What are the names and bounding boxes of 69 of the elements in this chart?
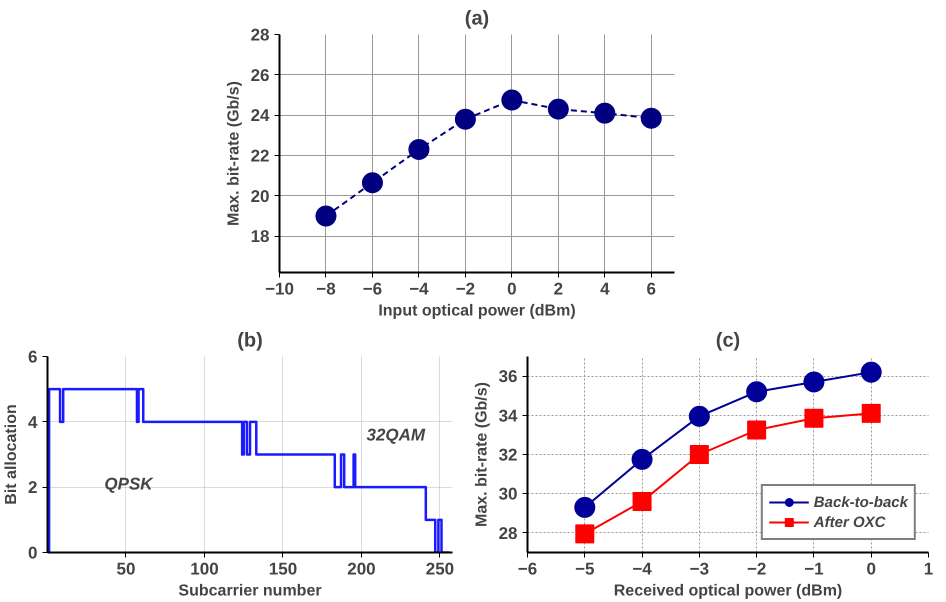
chart-title: (a) [464,8,490,30]
y-tick-label: 24 [250,106,270,126]
point [803,372,824,392]
point [594,102,616,124]
x-axis-title: Received optical power (dBm) [614,582,842,600]
y-tick-label: 26 [250,66,270,85]
x-tick-label: −6 [518,560,538,578]
x-tick-label: −4 [632,560,652,578]
x-tick-label: −1 [804,560,824,578]
x-tick-label: 4 [600,280,610,298]
point [804,408,824,428]
x-tick-label: −6 [362,280,382,298]
y-tick-label: 18 [250,227,270,246]
point [501,90,522,111]
point [362,172,383,194]
annotation: QPSK [104,474,154,494]
y-tick-label: 2 [28,478,38,498]
x-tick-label: −8 [316,280,336,298]
x-axis-title: Input optical power (dBm) [378,302,576,320]
y-tick-label: 32 [498,446,518,464]
x-tick-label: −5 [575,560,594,578]
x-tick-label: 6 [646,280,656,298]
point [860,362,882,383]
x-tick-label: 100 [190,560,219,578]
point [747,420,766,440]
point [408,138,430,160]
x-tick-label: −2 [746,560,766,578]
x-tick-label: 150 [268,560,298,578]
y-tick-label: 20 [250,186,270,206]
point [632,448,653,470]
y-tick-label: 28 [250,26,270,44]
legend-label: After OXC [814,514,886,530]
x-tick-label: 50 [116,560,136,578]
x-tick-label: 1 [924,560,934,578]
point [315,206,336,227]
point [640,108,662,129]
y-axis-title: Bit allocation [3,404,20,505]
y-tick-label: 4 [28,412,38,432]
chart-title: (c) [716,330,740,352]
point [454,108,476,130]
y-tick-label: 6 [28,348,38,366]
legend-label: Back-to-back [814,494,908,510]
annotation: 32QAM [366,426,426,445]
y-tick-label: 0 [28,544,38,562]
y-axis-title: Max. bit-rate (Gb/s) [474,382,491,527]
y-tick-label: 34 [498,406,518,426]
y-tick-label: 22 [250,146,270,166]
point [690,445,709,464]
point [746,381,768,402]
x-axis-title: Subcarrier number [178,582,322,600]
y-tick-label: 30 [498,484,518,504]
x-tick-label: −3 [690,560,710,578]
x-tick-label: 200 [347,560,376,578]
y-tick-label: 36 [498,367,518,386]
point [574,496,596,518]
y-tick-label: 28 [498,524,518,543]
x-tick-label: 2 [554,280,564,298]
point [688,406,710,427]
x-tick-label: −2 [456,280,476,298]
point [632,492,652,512]
chart-title: (b) [237,330,263,352]
x-tick-label: −4 [409,280,430,298]
point [862,404,881,423]
point [548,98,569,120]
point [575,524,594,544]
x-tick-label: −10 [265,280,294,298]
y-axis-title: Max. bit-rate (Gb/s) [226,81,243,226]
x-tick-label: 250 [426,560,454,578]
x-tick-label: 0 [866,560,876,578]
